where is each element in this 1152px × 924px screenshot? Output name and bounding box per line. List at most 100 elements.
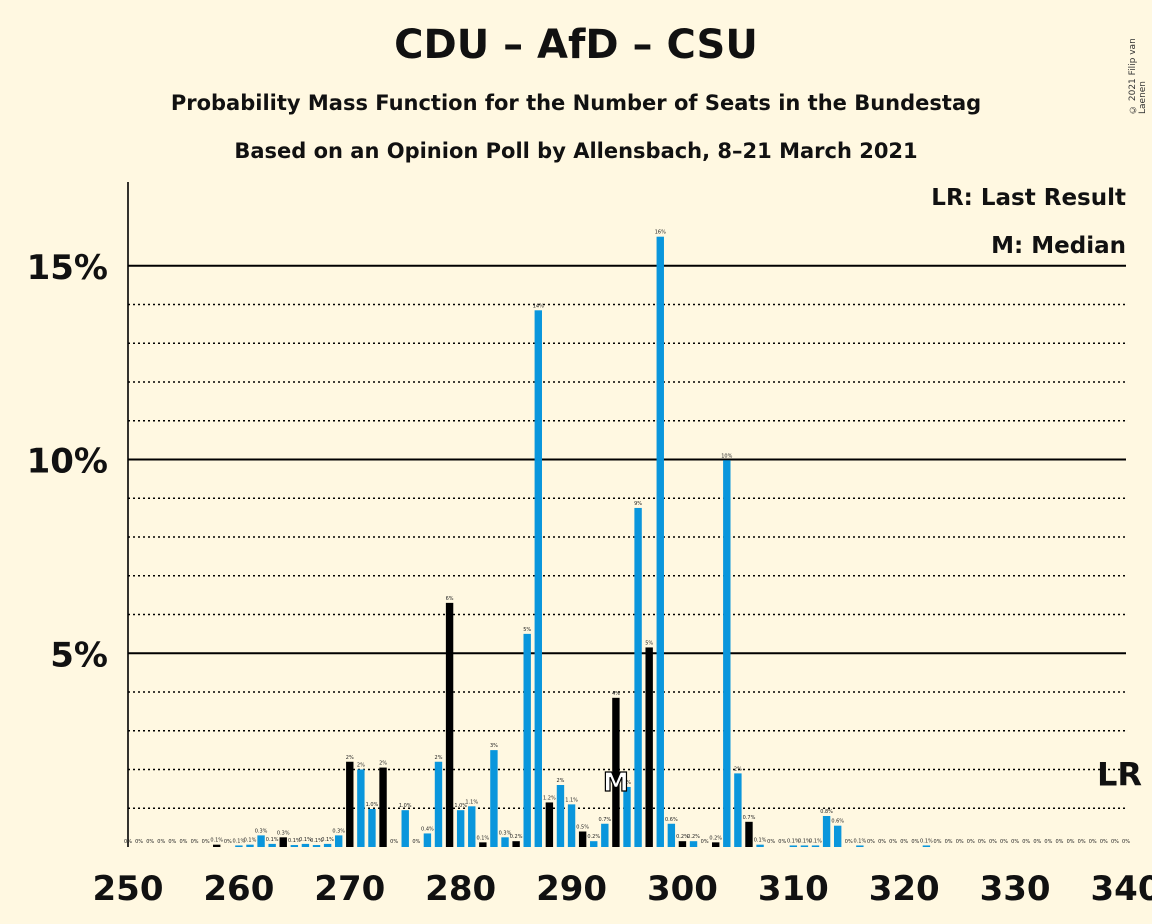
x-tick-label: 250 xyxy=(93,869,164,909)
last-result-marker: LR xyxy=(1097,755,1142,793)
bar-seats-258 xyxy=(213,844,221,847)
bar-data-label: 0.1% xyxy=(210,838,223,844)
bar-seats-316 xyxy=(856,845,864,847)
bar-seats-277 xyxy=(423,833,432,847)
x-tick-label: 330 xyxy=(980,869,1051,909)
bar-seats-295 xyxy=(623,786,631,847)
bar-seats-278 xyxy=(434,761,443,847)
bar-data-label: 0% xyxy=(989,839,997,845)
bar-data-label: 0% xyxy=(1067,839,1075,845)
bar-seats-271 xyxy=(357,769,365,847)
bar-data-label: 0.1% xyxy=(233,838,246,844)
y-tick-label: 5% xyxy=(50,635,108,675)
bar-seats-273 xyxy=(379,767,387,847)
bar-data-label: 0.4% xyxy=(421,826,434,832)
bar-data-label: 0% xyxy=(900,839,908,845)
bar-data-label: 0% xyxy=(1078,839,1086,845)
bar-seats-313 xyxy=(822,816,831,847)
bar-seats-294 xyxy=(612,697,620,847)
bar-seats-291 xyxy=(578,831,587,847)
bar-data-label: 2% xyxy=(734,766,742,772)
bar-data-label: 0.3% xyxy=(332,828,345,834)
bar-data-label: 0.6% xyxy=(831,819,844,825)
bar-data-label: 3% xyxy=(490,743,498,749)
bar-seats-280 xyxy=(456,810,465,847)
bar-data-label: 0% xyxy=(1122,839,1130,845)
bar-data-label: 0.2% xyxy=(587,834,600,840)
bar-data-label: 0.2% xyxy=(510,834,523,840)
bar-data-label: 0% xyxy=(1055,839,1063,845)
bar-data-label: 2% xyxy=(556,778,564,784)
bar-seats-289 xyxy=(556,785,565,847)
x-tick-label: 280 xyxy=(425,869,496,909)
bar-data-label: 4% xyxy=(612,691,620,697)
bar-data-label: 0% xyxy=(1033,839,1041,845)
bar-data-label: 0% xyxy=(845,839,853,845)
bar-seats-265 xyxy=(290,845,299,847)
bar-seats-312 xyxy=(811,845,820,847)
bar-data-label: 0% xyxy=(956,839,964,845)
bar-data-label: 2% xyxy=(357,763,365,769)
x-tick-label: 320 xyxy=(869,869,940,909)
bar-seats-284 xyxy=(501,837,509,847)
bar-data-label: 1.1% xyxy=(565,797,578,803)
bar-data-label: 0.1% xyxy=(754,838,767,844)
bar-seats-283 xyxy=(490,750,498,847)
bar-seats-290 xyxy=(567,804,576,847)
bar-seats-306 xyxy=(745,821,753,847)
bar-data-label: 0% xyxy=(889,839,897,845)
bar-data-label: 10% xyxy=(721,453,732,459)
bar-data-label: 0% xyxy=(146,839,154,845)
bar-seats-264 xyxy=(279,837,287,847)
bar-seats-296 xyxy=(634,507,642,847)
bar-data-label: 0.3% xyxy=(499,830,512,836)
bar-data-label: 0% xyxy=(1111,839,1119,845)
bar-seats-269 xyxy=(334,835,343,847)
bar-data-label: 0% xyxy=(1089,839,1097,845)
bar-data-label: 0% xyxy=(390,839,398,845)
bar-data-label: 0% xyxy=(191,839,199,845)
x-tick-label: 290 xyxy=(536,869,607,909)
bar-data-label: 0% xyxy=(978,839,986,845)
bar-seats-279 xyxy=(445,602,454,847)
bar-data-label: 0.1% xyxy=(244,838,257,844)
bar-data-label: 1.0% xyxy=(366,802,379,808)
bar-data-label: 0.6% xyxy=(665,817,678,823)
chart-title: CDU – AfD – CSU xyxy=(394,22,758,68)
bar-data-label: 0% xyxy=(934,839,942,845)
bar-data-label: 0% xyxy=(412,839,420,845)
bar-seats-270 xyxy=(346,761,354,847)
bar-data-label: 0.8% xyxy=(820,809,833,815)
bar-seats-288 xyxy=(545,802,554,847)
x-tick-label: 270 xyxy=(314,869,385,909)
bar-seats-293 xyxy=(601,823,609,847)
bar-data-label: 0.1% xyxy=(266,837,279,843)
bar-data-label: 0.1% xyxy=(798,838,811,844)
bar-seats-263 xyxy=(268,843,276,847)
bar-data-label: 2% xyxy=(346,755,354,761)
bar-data-label: 0.1% xyxy=(310,838,323,844)
bar-data-label: 0.7% xyxy=(598,817,611,823)
x-tick-label: 340 xyxy=(1091,869,1152,909)
bar-seats-261 xyxy=(246,844,254,847)
bar-data-label: 0% xyxy=(1100,839,1108,845)
bar-data-label: 1.1% xyxy=(465,799,478,805)
bar-seats-266 xyxy=(301,843,310,847)
bar-data-label: 0% xyxy=(1044,839,1052,845)
bar-seats-305 xyxy=(734,773,742,847)
bar-data-label: 0% xyxy=(1000,839,1008,845)
bar-data-label: 0% xyxy=(135,839,143,845)
bar-data-label: 0.2% xyxy=(709,835,722,841)
bar-data-label: 2% xyxy=(623,780,631,786)
bar-seats-292 xyxy=(590,841,598,847)
bar-seats-262 xyxy=(257,835,265,847)
bar-data-label: 0% xyxy=(878,839,886,845)
bar-data-label: 0% xyxy=(778,839,786,845)
bar-seats-282 xyxy=(479,842,487,847)
median-marker: M xyxy=(603,768,629,798)
bar-seats-301 xyxy=(689,841,698,847)
bar-data-label: 0% xyxy=(202,839,210,845)
bar-data-label: 5% xyxy=(523,627,531,633)
bar-seats-297 xyxy=(645,647,653,847)
